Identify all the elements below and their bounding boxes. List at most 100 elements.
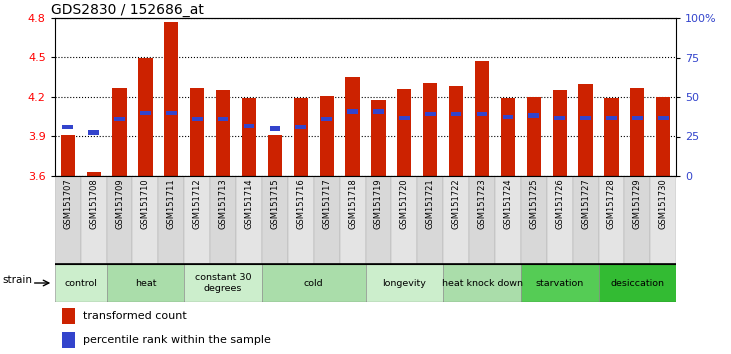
Bar	[475, 62, 489, 176]
Bar	[262, 176, 288, 264]
Bar	[288, 176, 314, 264]
Bar	[294, 98, 308, 176]
Bar	[656, 97, 670, 176]
Bar	[55, 176, 80, 264]
Bar	[578, 84, 593, 176]
Bar	[417, 176, 443, 264]
Bar	[62, 332, 75, 348]
Bar	[347, 109, 358, 114]
Bar	[164, 22, 178, 176]
Text: strain: strain	[3, 275, 33, 285]
Text: heat: heat	[135, 279, 156, 287]
Bar	[55, 264, 107, 302]
Text: GSM151707: GSM151707	[64, 179, 72, 229]
Text: cold: cold	[304, 279, 324, 287]
Bar	[132, 176, 159, 264]
Bar	[391, 176, 417, 264]
Bar	[599, 176, 624, 264]
Bar	[451, 112, 461, 116]
Text: GSM151725: GSM151725	[529, 179, 538, 229]
Bar	[526, 97, 541, 176]
Bar	[605, 98, 618, 176]
Text: GSM151713: GSM151713	[219, 179, 227, 229]
Bar	[138, 57, 153, 176]
Bar	[599, 264, 676, 302]
Text: longevity: longevity	[382, 279, 426, 287]
Bar	[192, 117, 202, 121]
Bar	[443, 264, 520, 302]
Bar	[218, 117, 229, 121]
Text: GSM151708: GSM151708	[89, 179, 98, 229]
Bar	[184, 176, 211, 264]
Bar	[397, 89, 412, 176]
Text: GSM151722: GSM151722	[452, 179, 461, 229]
Bar	[107, 264, 184, 302]
Bar	[553, 90, 567, 176]
Bar	[86, 172, 101, 176]
Bar	[423, 82, 437, 176]
Bar	[211, 176, 236, 264]
Bar	[262, 264, 366, 302]
Text: GSM151719: GSM151719	[374, 179, 383, 229]
Text: GSM151715: GSM151715	[270, 179, 279, 229]
Bar	[502, 115, 513, 119]
Bar	[113, 88, 126, 176]
Bar	[62, 125, 73, 130]
Bar	[366, 264, 443, 302]
Bar	[295, 125, 306, 130]
Bar	[425, 112, 436, 116]
Bar	[469, 176, 495, 264]
Bar	[190, 88, 205, 176]
Bar	[61, 135, 75, 176]
Text: heat knock down: heat knock down	[442, 279, 523, 287]
Bar	[624, 176, 651, 264]
Bar	[243, 124, 254, 128]
Bar	[270, 126, 280, 131]
Bar	[242, 98, 256, 176]
Bar	[501, 98, 515, 176]
Text: GSM151718: GSM151718	[348, 179, 357, 229]
Text: GSM151729: GSM151729	[633, 179, 642, 229]
Bar	[140, 111, 151, 115]
Bar	[495, 176, 520, 264]
Text: GSM151711: GSM151711	[167, 179, 176, 229]
Bar	[547, 176, 572, 264]
Bar	[166, 111, 177, 115]
Bar	[184, 264, 262, 302]
Text: control: control	[64, 279, 97, 287]
Bar	[651, 176, 676, 264]
Bar	[371, 99, 385, 176]
Bar	[443, 176, 469, 264]
Text: GSM151714: GSM151714	[244, 179, 254, 229]
Text: desiccation: desiccation	[610, 279, 664, 287]
Bar	[62, 308, 75, 324]
Text: GSM151710: GSM151710	[141, 179, 150, 229]
Text: GSM151723: GSM151723	[477, 179, 487, 229]
Text: GSM151726: GSM151726	[555, 179, 564, 229]
Bar	[107, 176, 132, 264]
Text: GSM151724: GSM151724	[504, 179, 512, 229]
Bar	[88, 130, 99, 135]
Bar	[554, 116, 565, 120]
Bar	[658, 116, 669, 120]
Text: GSM151712: GSM151712	[193, 179, 202, 229]
Text: percentile rank within the sample: percentile rank within the sample	[83, 335, 270, 345]
Bar	[340, 176, 366, 264]
Bar	[572, 176, 599, 264]
Bar	[322, 117, 332, 121]
Bar	[236, 176, 262, 264]
Bar	[373, 109, 384, 114]
Bar	[399, 116, 409, 120]
Bar	[268, 135, 282, 176]
Text: GSM151721: GSM151721	[425, 179, 435, 229]
Bar	[529, 113, 539, 118]
Bar	[159, 176, 184, 264]
Bar	[80, 176, 107, 264]
Bar	[366, 176, 391, 264]
Text: GSM151717: GSM151717	[322, 179, 331, 229]
Bar	[114, 117, 125, 121]
Text: GSM151720: GSM151720	[400, 179, 409, 229]
Bar	[521, 264, 599, 302]
Text: GSM151709: GSM151709	[115, 179, 124, 229]
Text: starvation: starvation	[536, 279, 584, 287]
